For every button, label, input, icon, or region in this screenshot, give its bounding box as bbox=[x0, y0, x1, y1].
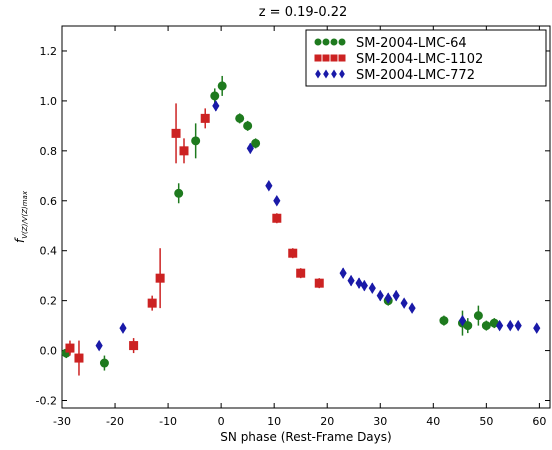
legend-swatch-diamond bbox=[331, 69, 337, 79]
square-point bbox=[155, 273, 165, 283]
circle-point bbox=[463, 321, 473, 331]
diamond-point bbox=[119, 322, 127, 334]
circle-point bbox=[481, 321, 491, 331]
diamond-point bbox=[347, 274, 355, 287]
diamond-point bbox=[339, 267, 347, 279]
legend-swatch-circle bbox=[330, 38, 338, 46]
y-tick-label: 1.2 bbox=[40, 45, 58, 58]
axes-layer: -30 -20 -10 0 10 20 30 40 50 60 -0.2 0.0 0.2 0.4 0.6 0.… bbox=[36, 26, 550, 428]
diamond-point bbox=[95, 339, 103, 352]
legend-swatch-diamond bbox=[339, 69, 345, 79]
x-tick-label: 10 bbox=[267, 415, 281, 428]
square-point bbox=[129, 341, 139, 351]
circle-point bbox=[473, 311, 483, 321]
diamond-point bbox=[514, 319, 522, 332]
legend-swatch-circle bbox=[338, 38, 346, 46]
x-tick-label: -30 bbox=[53, 415, 71, 428]
diamond-point bbox=[360, 279, 368, 292]
circle-point bbox=[217, 81, 227, 91]
x-tick-label: 0 bbox=[218, 415, 225, 428]
chart-title: z = 0.19-0.22 bbox=[259, 5, 348, 20]
legend: SM-2004-LMC-64SM-2004-LMC-1102SM-2004-LM… bbox=[305, 29, 547, 87]
diamond-point bbox=[506, 319, 514, 332]
legend-swatch-circle bbox=[314, 38, 322, 46]
y-tick-label: 0.0 bbox=[40, 345, 58, 358]
square-point bbox=[314, 278, 324, 288]
legend-swatch-diamond bbox=[323, 69, 329, 79]
x-tick-label: -10 bbox=[159, 415, 177, 428]
circle-point bbox=[210, 91, 220, 101]
y-axis-label-sub: V(Z)/V(Z)max bbox=[21, 190, 29, 239]
circle-point bbox=[99, 358, 109, 368]
legend-items: SM-2004-LMC-64SM-2004-LMC-1102SM-2004-LM… bbox=[314, 36, 483, 83]
x-tick-label: 40 bbox=[426, 415, 440, 428]
x-tick-label: -20 bbox=[106, 415, 124, 428]
diamond-point bbox=[246, 142, 254, 155]
square-point bbox=[179, 146, 189, 156]
circle-point bbox=[235, 113, 245, 123]
diamond-point bbox=[265, 180, 273, 192]
circle-point bbox=[191, 136, 201, 146]
y-tick-label: 0.4 bbox=[40, 245, 58, 258]
diamond-point bbox=[212, 100, 220, 112]
legend-swatch-square bbox=[322, 54, 330, 62]
legend-swatch-square bbox=[330, 54, 338, 62]
square-point bbox=[272, 213, 282, 223]
square-point bbox=[296, 268, 306, 278]
legend-label-circle: SM-2004-LMC-64 bbox=[356, 36, 467, 51]
legend-swatch-square bbox=[338, 54, 346, 62]
diamond-point bbox=[376, 289, 384, 302]
x-tick-label: 50 bbox=[479, 415, 493, 428]
y-tick-label: 1.0 bbox=[40, 95, 58, 108]
circle-point bbox=[251, 138, 261, 148]
legend-swatch-circle bbox=[322, 38, 330, 46]
legend-frame bbox=[305, 29, 547, 87]
diamond-point bbox=[384, 292, 392, 304]
x-axis-label: SN phase (Rest-Frame Days) bbox=[220, 430, 391, 444]
square-point bbox=[288, 248, 298, 258]
diamond-point bbox=[355, 277, 363, 289]
circle-point bbox=[243, 121, 253, 131]
y-tick-label: 0.6 bbox=[40, 195, 58, 208]
x-tick-label: 60 bbox=[532, 415, 546, 428]
diamond-point bbox=[392, 289, 400, 302]
legend-label-diamond: SM-2004-LMC-772 bbox=[356, 68, 475, 83]
square-point bbox=[200, 113, 210, 123]
diamond-point bbox=[496, 319, 504, 332]
y-axis-label: fV(Z)/V(Z)max bbox=[13, 190, 29, 243]
square-point bbox=[65, 343, 75, 353]
circle-point bbox=[439, 316, 449, 326]
diamond-point bbox=[458, 314, 467, 327]
y-tick-label: 0.2 bbox=[40, 295, 58, 308]
x-tick-label: 20 bbox=[320, 415, 334, 428]
plot-frame bbox=[61, 25, 551, 409]
y-tick-label: -0.2 bbox=[36, 395, 57, 408]
y-axis-label-main: f bbox=[13, 237, 27, 243]
marks-layer bbox=[61, 75, 541, 376]
legend-label-square: SM-2004-LMC-1102 bbox=[356, 52, 483, 67]
diamond-point bbox=[408, 302, 416, 314]
diamond-point bbox=[533, 322, 541, 334]
y-tick-label: 0.8 bbox=[40, 145, 58, 158]
legend-swatch-square bbox=[314, 54, 322, 62]
circle-point bbox=[174, 188, 184, 198]
diamond-point bbox=[368, 282, 376, 294]
diamond-point bbox=[400, 297, 408, 309]
square-point bbox=[74, 353, 84, 363]
x-tick-label: 30 bbox=[373, 415, 387, 428]
square-point bbox=[171, 128, 181, 138]
square-point bbox=[147, 298, 157, 308]
diamond-point bbox=[273, 195, 281, 207]
legend-swatch-diamond bbox=[315, 69, 321, 79]
